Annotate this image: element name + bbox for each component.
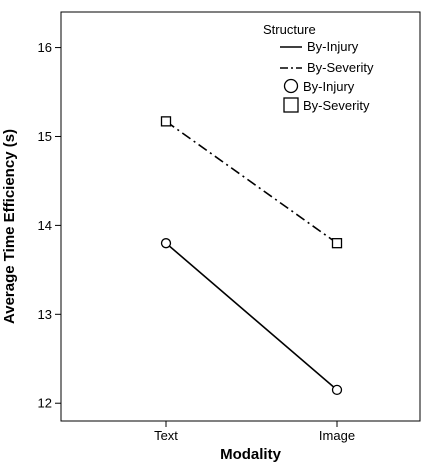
y-axis: 12 13 14 15 16 (38, 40, 61, 411)
legend-entries: By-Injury By-Severity By-Injury By-Severity (280, 39, 374, 113)
x-axis: Text Image (154, 421, 355, 443)
legend-square-swatch (283, 97, 299, 113)
data-point-circle (331, 384, 343, 396)
legend-label: By-Severity (303, 98, 370, 113)
plot-area (60, 11, 421, 422)
y-tick-label: 13 (38, 307, 52, 322)
data-point-square (331, 238, 343, 249)
x-axis-title: Modality (220, 446, 281, 463)
legend-label: By-Injury (303, 79, 355, 94)
y-tick-label: 14 (38, 218, 52, 233)
legend-title: Structure (263, 22, 316, 37)
x-tick-label: Text (154, 428, 178, 443)
legend: Structure By-InjuryBy-SeverityBy-InjuryB… (263, 22, 374, 113)
data-point-square (160, 116, 172, 127)
y-tick-label: 16 (38, 40, 52, 55)
y-tick-label: 15 (38, 129, 52, 144)
legend-label: By-Injury (307, 39, 359, 54)
legend-circle-swatch (283, 78, 299, 94)
y-axis-title: Average Time Efficiency (s) (1, 129, 18, 324)
series-group (160, 116, 343, 396)
series-line (165, 120, 338, 244)
legend-label: By-Severity (307, 60, 374, 75)
y-tick-label: 12 (38, 396, 52, 411)
data-point-circle (160, 238, 172, 249)
series-line (165, 242, 338, 391)
x-tick-label: Image (319, 428, 355, 443)
